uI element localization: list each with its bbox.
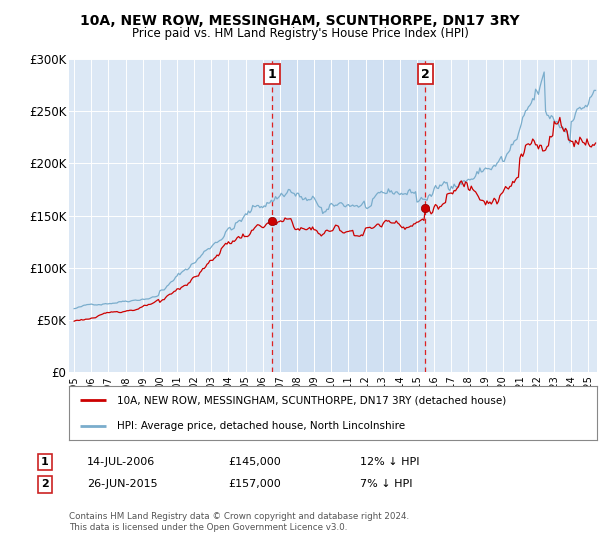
Text: 1: 1	[41, 457, 49, 467]
Text: 2: 2	[41, 479, 49, 489]
Text: HPI: Average price, detached house, North Lincolnshire: HPI: Average price, detached house, Nort…	[116, 421, 404, 431]
Text: 14-JUL-2006: 14-JUL-2006	[87, 457, 155, 467]
Text: 26-JUN-2015: 26-JUN-2015	[87, 479, 158, 489]
Bar	[272, 59, 425, 372]
Text: 1: 1	[268, 68, 277, 81]
Text: 10A, NEW ROW, MESSINGHAM, SCUNTHORPE, DN17 3RY (detached house): 10A, NEW ROW, MESSINGHAM, SCUNTHORPE, DN…	[116, 395, 506, 405]
Text: Contains HM Land Registry data © Crown copyright and database right 2024.
This d: Contains HM Land Registry data © Crown c…	[69, 512, 409, 532]
Text: 10A, NEW ROW, MESSINGHAM, SCUNTHORPE, DN17 3RY: 10A, NEW ROW, MESSINGHAM, SCUNTHORPE, DN…	[80, 14, 520, 28]
Text: 12% ↓ HPI: 12% ↓ HPI	[360, 457, 419, 467]
Text: Price paid vs. HM Land Registry's House Price Index (HPI): Price paid vs. HM Land Registry's House …	[131, 27, 469, 40]
Text: 7% ↓ HPI: 7% ↓ HPI	[360, 479, 413, 489]
Text: 2: 2	[421, 68, 430, 81]
Text: £145,000: £145,000	[228, 457, 281, 467]
Text: £157,000: £157,000	[228, 479, 281, 489]
